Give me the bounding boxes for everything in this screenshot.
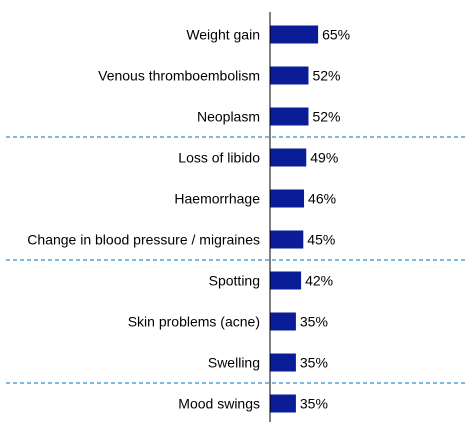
value-label-9: 35% [300,396,328,412]
value-label-3: 49% [310,150,338,166]
category-label-5: Change in blood pressure / migraines [27,232,260,248]
group-separators [6,136,468,384]
category-label-2: Neoplasm [197,109,260,125]
value-label-4: 46% [308,191,336,207]
value-label-2: 52% [312,109,340,125]
bar-8 [270,353,296,372]
category-label-7: Skin problems (acne) [128,314,260,330]
category-label-6: Spotting [209,273,260,289]
bar-0 [270,25,319,44]
value-label-0: 65% [322,27,350,43]
value-label-7: 35% [300,314,328,330]
value-label-1: 52% [312,68,340,84]
value-labels: 65% 52% 52% 49% 46% 45% 42% 35% 35% 35% [300,27,350,412]
bar-5 [270,230,304,249]
category-label-4: Haemorrhage [174,191,260,207]
bar-3 [270,148,307,167]
category-labels: Weight gain Venous thromboembolism Neoplas… [27,27,260,412]
bar-7 [270,312,296,331]
bar-9 [270,394,296,413]
category-label-8: Swelling [208,355,260,371]
category-label-0: Weight gain [186,27,260,43]
category-label-9: Mood swings [178,396,260,412]
bar-4 [270,189,305,208]
value-label-5: 45% [307,232,335,248]
category-label-3: Loss of libido [178,150,260,166]
bar-1 [270,66,309,85]
value-label-6: 42% [305,273,333,289]
category-label-1: Venous thromboembolism [98,68,260,84]
bars-group [270,25,319,413]
bar-2 [270,107,309,126]
bar-6 [270,271,302,290]
value-label-8: 35% [300,355,328,371]
